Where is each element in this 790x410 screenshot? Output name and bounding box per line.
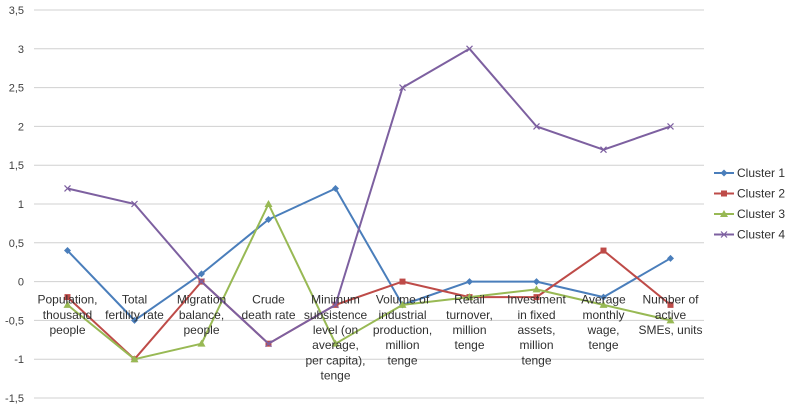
data-point [667, 122, 674, 130]
data-point [720, 231, 728, 238]
y-tick-label: 3 [18, 44, 24, 56]
data-point [63, 300, 72, 308]
legend-label: Cluster 4 [737, 228, 785, 242]
data-point [197, 339, 206, 347]
category-label: Number of active SMEs, units [638, 293, 702, 337]
category-label: Total fertility rate [105, 293, 164, 322]
legend-label: Cluster 1 [737, 166, 785, 180]
category-label: Minimum subsistence level (on average, per c… [304, 293, 368, 383]
category-label: Crude death rate [241, 293, 295, 322]
series-4 [64, 45, 674, 348]
data-point [465, 293, 474, 301]
legend-item: Cluster 2 [714, 187, 785, 201]
data-point [533, 278, 540, 286]
series-line [66, 187, 672, 322]
data-point [533, 294, 540, 301]
data-point [600, 247, 607, 254]
series-line [67, 47, 671, 345]
y-tick-label: 2,5 [9, 83, 24, 95]
category-label: Population, thousand people [37, 293, 97, 337]
legend-item: Cluster 4 [714, 228, 785, 242]
series-line [66, 203, 671, 361]
legend: Cluster 1 Cluster 2 Cluster 3 Cluster 4 [714, 166, 785, 242]
data-point [131, 316, 138, 324]
data-point [398, 300, 407, 308]
category-label: Average monthly wage, tenge [581, 293, 626, 353]
data-point [720, 210, 728, 217]
data-point [600, 146, 607, 154]
data-point [331, 339, 340, 347]
data-point [466, 278, 473, 286]
y-tick-label: 1 [18, 199, 24, 211]
y-tick-label: 2 [18, 121, 24, 133]
y-tick-label: 0,5 [9, 238, 24, 250]
y-tick-label: 0 [18, 277, 24, 289]
legend-item: Cluster 3 [714, 207, 785, 221]
series-3 [63, 200, 675, 363]
data-point [332, 301, 339, 309]
category-label: Investment in fixed assets, million tenge [507, 293, 566, 368]
data-point [533, 122, 540, 130]
data-point [198, 270, 205, 278]
legend-item: Cluster 1 [714, 166, 785, 180]
data-point [64, 294, 71, 301]
category-label: Migration balance, people [177, 293, 226, 337]
data-point [599, 300, 608, 308]
data-point [666, 316, 675, 324]
data-point [265, 216, 272, 224]
y-axis-ticks: 3,5 3 2,5 2 1,5 1 0,5 0 -0,5 -1 -1,5 [5, 5, 24, 405]
y-tick-label: 3,5 [9, 5, 24, 17]
data-point [399, 278, 406, 285]
gridlines [34, 9, 704, 399]
data-point [600, 293, 607, 301]
category-label: Volume of industrial production, million ten… [373, 293, 432, 368]
category-label: Retail turnover, million tenge [446, 293, 493, 353]
series-1 [64, 184, 674, 324]
data-point [720, 169, 728, 177]
data-point [130, 355, 139, 363]
series-line [66, 249, 672, 361]
data-point [265, 340, 272, 348]
data-point [64, 185, 71, 192]
data-point [466, 45, 473, 53]
data-point [332, 184, 339, 192]
y-tick-label: -1 [14, 354, 24, 366]
y-tick-label: -1,5 [5, 393, 24, 405]
series-lines [63, 45, 675, 363]
data-point [667, 301, 674, 308]
data-point [131, 200, 138, 208]
data-point [64, 247, 71, 255]
data-point [399, 84, 406, 92]
y-tick-label: 1,5 [9, 160, 24, 172]
legend-label: Cluster 2 [737, 187, 785, 201]
data-point [198, 278, 205, 286]
legend-label: Cluster 3 [737, 207, 785, 221]
x-axis-category-labels: Population, thousand people Total fertility … [37, 293, 702, 383]
data-point [721, 190, 727, 197]
data-point [667, 254, 674, 262]
data-point [264, 200, 273, 207]
data-point [532, 285, 541, 293]
y-tick-label: -0,5 [5, 315, 24, 327]
